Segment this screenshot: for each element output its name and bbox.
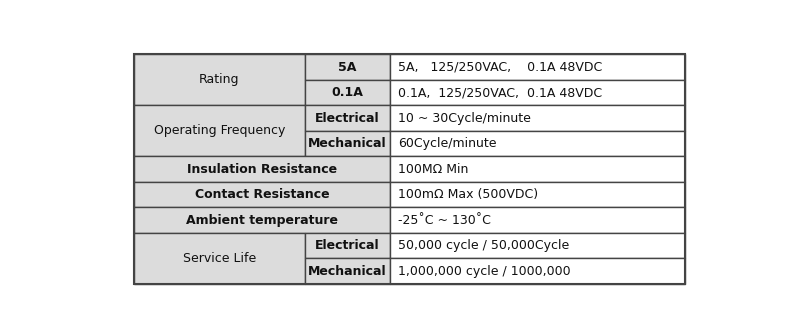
Bar: [304, 259, 390, 284]
Bar: [390, 156, 685, 182]
Text: Electrical: Electrical: [315, 239, 380, 252]
Bar: [304, 233, 390, 259]
Text: -25˚C ~ 130˚C: -25˚C ~ 130˚C: [398, 214, 491, 227]
Bar: [390, 207, 685, 233]
Text: Service Life: Service Life: [183, 252, 256, 265]
Bar: [390, 131, 685, 156]
Text: Ambient temperature: Ambient temperature: [186, 214, 338, 227]
Text: 50,000 cycle / 50,000Cycle: 50,000 cycle / 50,000Cycle: [398, 239, 569, 252]
Text: 5A,   125/250VAC,    0.1A 48VDC: 5A, 125/250VAC, 0.1A 48VDC: [398, 61, 602, 74]
Bar: [304, 106, 390, 131]
Bar: [134, 54, 304, 106]
Text: 1,000,000 cycle / 1000,000: 1,000,000 cycle / 1000,000: [398, 265, 570, 278]
Text: 5A: 5A: [338, 61, 356, 74]
Text: 0.1A,  125/250VAC,  0.1A 48VDC: 0.1A, 125/250VAC, 0.1A 48VDC: [398, 86, 602, 99]
Text: 60Cycle/minute: 60Cycle/minute: [398, 137, 496, 150]
Bar: [304, 80, 390, 106]
Text: Insulation Resistance: Insulation Resistance: [187, 163, 337, 176]
Bar: [390, 54, 685, 80]
Text: Mechanical: Mechanical: [308, 265, 387, 278]
Bar: [304, 54, 390, 80]
Bar: [304, 131, 390, 156]
Text: 100MΩ Min: 100MΩ Min: [398, 163, 468, 176]
Text: Mechanical: Mechanical: [308, 137, 387, 150]
Bar: [134, 233, 304, 284]
Bar: [134, 207, 390, 233]
Bar: [390, 233, 685, 259]
Text: Electrical: Electrical: [315, 112, 380, 125]
Text: 10 ~ 30Cycle/minute: 10 ~ 30Cycle/minute: [398, 112, 531, 125]
Bar: [390, 106, 685, 131]
Text: 0.1A: 0.1A: [332, 86, 364, 99]
Bar: [134, 106, 304, 156]
Bar: [390, 80, 685, 106]
Bar: [390, 259, 685, 284]
Bar: [134, 156, 390, 182]
Text: Operating Frequency: Operating Frequency: [153, 124, 285, 137]
Bar: [134, 54, 685, 284]
Text: Rating: Rating: [199, 73, 240, 86]
Bar: [134, 182, 390, 207]
Text: Contact Resistance: Contact Resistance: [195, 188, 329, 201]
Bar: [390, 182, 685, 207]
Text: 100mΩ Max (500VDC): 100mΩ Max (500VDC): [398, 188, 538, 201]
